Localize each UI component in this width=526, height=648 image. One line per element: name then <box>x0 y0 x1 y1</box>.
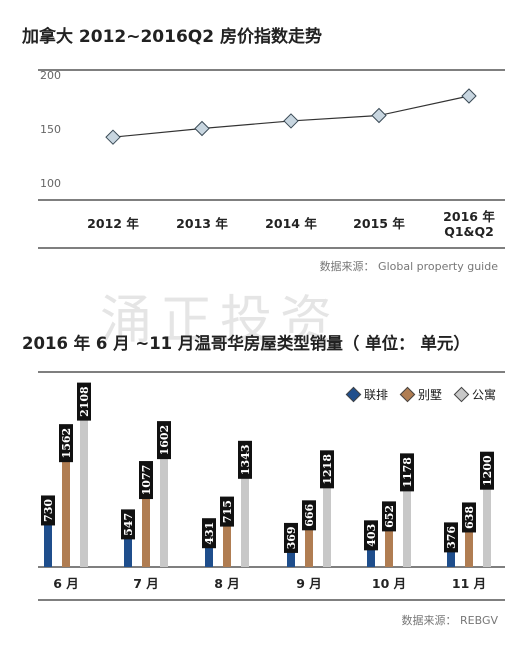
bar-value-label-box <box>480 451 494 490</box>
bar-value-label: 1077 <box>140 465 153 496</box>
bar <box>305 516 313 567</box>
bar-value-label: 1218 <box>321 454 334 485</box>
bar-value-label: 1602 <box>158 425 171 456</box>
bar <box>160 445 168 567</box>
legend-item-townhouse: 联排 <box>345 386 388 403</box>
bar-chart-legend: 联排 别墅 公寓 <box>345 386 496 403</box>
line-chart-point <box>371 107 387 124</box>
bar <box>241 464 249 567</box>
bar-value-label: 431 <box>203 522 216 545</box>
bar-value-label-box <box>462 502 476 533</box>
bar-value-label: 1200 <box>481 455 494 486</box>
line-chart-point <box>105 129 121 145</box>
legend-item-detached: 别墅 <box>399 386 442 403</box>
bar-value-label-box <box>59 424 73 463</box>
line-chart-source: 数据来源： Global property guide <box>319 260 498 273</box>
bar-chart-x-tick-label: 11 月 <box>452 576 486 591</box>
bar-chart-title: 2016 年 6 月 ~11 月温哥华房屋类型销量（ 单位： 单元） <box>22 334 470 353</box>
line-chart-x-tick-label: 2015 年 <box>353 216 405 231</box>
bar <box>62 448 70 567</box>
bar-value-label: 1562 <box>60 428 73 459</box>
line-chart-point <box>194 120 210 137</box>
legend-label-apartment: 公寓 <box>471 388 496 402</box>
bar-value-label-box <box>400 453 414 492</box>
bar-value-label-box <box>157 421 171 460</box>
bar-value-label: 547 <box>122 513 135 536</box>
bar <box>287 538 295 567</box>
bar-value-label-box <box>202 518 216 549</box>
bar-value-label-box <box>284 522 298 553</box>
bar-value-label-box <box>238 440 252 479</box>
bar-value-label-box <box>444 522 458 553</box>
line-chart-x-tick-label: 2013 年 <box>176 216 228 231</box>
bar-value-label: 403 <box>365 524 378 547</box>
bar <box>385 517 393 567</box>
bar <box>367 536 375 567</box>
bar-chart-x-tick-label: 7 月 <box>133 576 159 591</box>
bar-value-label: 730 <box>42 499 55 522</box>
bar-value-label: 376 <box>445 526 458 549</box>
bar <box>124 525 132 567</box>
bar <box>465 518 473 567</box>
line-chart-x-tick-label: 2012 年 <box>87 216 139 231</box>
line-chart-y-tick-label: 150 <box>40 123 61 136</box>
line-chart-title: 加拿大 2012~2016Q2 房价指数走势 <box>22 27 322 47</box>
line-chart-point <box>283 113 299 129</box>
bar-chart-x-tick-label: 6 月 <box>53 576 79 591</box>
bar-value-label: 652 <box>383 505 396 528</box>
bar-value-label: 2108 <box>78 386 91 417</box>
line-chart-x-tick-label: 2016 年 Q1&Q2 <box>443 209 495 239</box>
bar <box>223 512 231 567</box>
bar-value-label: 1343 <box>239 445 252 476</box>
bar-value-label-box <box>382 501 396 532</box>
bar <box>323 474 331 567</box>
bar <box>44 511 52 567</box>
line-chart-x-tick-label: 2014 年 <box>265 216 317 231</box>
bar <box>403 477 411 567</box>
legend-item-apartment: 公寓 <box>453 386 496 403</box>
bar-value-label: 1178 <box>401 457 414 488</box>
bar-chart-source: 数据来源： REBGV <box>401 614 499 627</box>
bar-value-label: 666 <box>303 504 316 527</box>
bar-value-label-box <box>320 450 334 489</box>
bar-value-label-box <box>139 461 153 500</box>
bar <box>80 406 88 567</box>
line-chart-y-tick-label: 200 <box>40 69 61 82</box>
bar <box>205 534 213 567</box>
bar-value-label-box <box>364 520 378 551</box>
line-chart-y-tick-label: 100 <box>40 177 61 190</box>
bar <box>483 475 491 567</box>
bar-chart-x-tick-label: 10 月 <box>372 576 406 591</box>
bar-value-label-box <box>77 382 91 421</box>
bar-value-label-box <box>302 500 316 531</box>
legend-label-townhouse: 联排 <box>363 388 388 402</box>
bar <box>447 538 455 567</box>
bar-value-label: 638 <box>463 506 476 529</box>
bar-value-label-box <box>41 495 55 526</box>
bar-chart-x-tick-label: 8 月 <box>214 576 240 591</box>
bar-value-label-box <box>121 509 135 540</box>
line-chart-point <box>461 88 477 104</box>
bar-value-label-box <box>220 496 234 527</box>
bar-chart-x-tick-label: 9 月 <box>296 576 322 591</box>
bar-value-label: 369 <box>285 526 298 549</box>
bar <box>142 485 150 567</box>
bar-value-label: 715 <box>221 500 234 523</box>
legend-label-detached: 别墅 <box>417 388 442 402</box>
